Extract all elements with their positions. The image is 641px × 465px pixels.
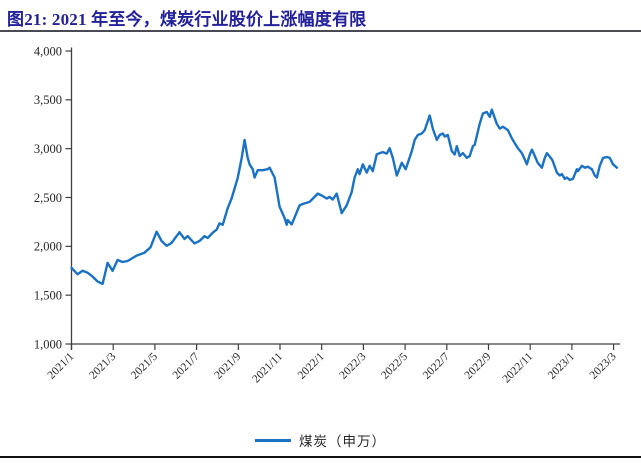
x-tick-label: 2021/5 (129, 350, 160, 381)
x-tick-label: 2023/1 (546, 350, 577, 381)
x-tick-label: 2022/11 (500, 350, 535, 385)
x-tick-label: 2022/7 (421, 350, 452, 381)
y-tick-label: 3,500 (34, 93, 62, 107)
x-tick-label: 2021/3 (87, 350, 118, 381)
y-tick-label: 2,000 (34, 240, 62, 254)
y-tick-label: 3,000 (34, 142, 62, 156)
title-underline (0, 30, 641, 32)
series-line-煤炭（申万） (70, 108, 619, 286)
figure-title: 图21: 2021 年至今，煤炭行业股价上涨幅度有限 (7, 10, 367, 29)
x-tick-label: 2022/9 (463, 350, 494, 381)
legend-series-label: 煤炭（申万） (299, 434, 386, 449)
x-tick-label: 2021/11 (250, 350, 285, 385)
x-tick-label: 2022/5 (379, 350, 410, 381)
x-tick-label: 2021/7 (171, 350, 202, 381)
legend-line-swatch (255, 438, 291, 442)
y-tick-label: 2,500 (34, 191, 62, 205)
x-tick-label: 2021/9 (212, 350, 243, 381)
y-tick-label: 1,500 (34, 288, 62, 302)
figure-bottom-border (0, 456, 641, 458)
coal-stock-price-line-chart: 4,0003,5003,0002,5002,0001,5001,0002021/… (34, 44, 620, 385)
y-tick-label: 4,000 (34, 44, 62, 58)
x-tick-label: 2022/3 (337, 350, 368, 381)
x-tick-label: 2023/3 (588, 350, 619, 381)
x-tick-label: 2021/1 (46, 350, 77, 381)
x-tick-label: 2022/1 (296, 350, 327, 381)
y-tick-label: 1,000 (34, 337, 62, 351)
chart-legend: 煤炭（申万） (0, 429, 641, 451)
